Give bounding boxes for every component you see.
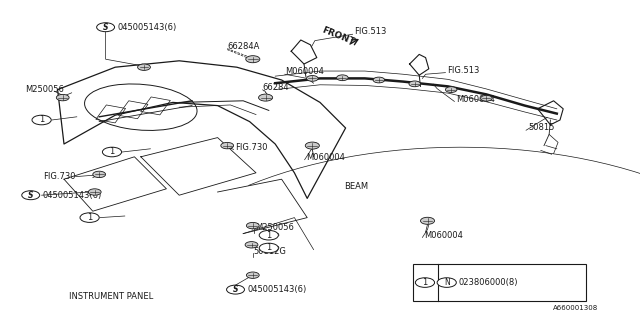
Text: 1: 1 <box>87 213 92 222</box>
Circle shape <box>245 242 258 248</box>
Text: 66284A: 66284A <box>227 42 260 51</box>
Circle shape <box>337 75 348 81</box>
Text: FRONT: FRONT <box>320 25 355 46</box>
Circle shape <box>307 76 318 81</box>
Circle shape <box>138 64 150 70</box>
Circle shape <box>102 147 122 157</box>
Text: S: S <box>233 285 238 294</box>
Circle shape <box>445 87 457 92</box>
Circle shape <box>221 142 234 149</box>
Circle shape <box>32 115 51 125</box>
Circle shape <box>22 191 40 200</box>
Text: 1: 1 <box>422 278 428 287</box>
Circle shape <box>88 189 101 195</box>
Bar <box>118 101 148 119</box>
Circle shape <box>246 272 259 278</box>
Circle shape <box>227 285 244 294</box>
Text: 50815: 50815 <box>528 124 554 132</box>
Circle shape <box>437 278 456 287</box>
Text: 66284: 66284 <box>262 84 289 92</box>
Text: M060004: M060004 <box>424 231 463 240</box>
Bar <box>141 97 170 115</box>
Circle shape <box>80 213 99 222</box>
Text: M250056: M250056 <box>26 85 65 94</box>
Circle shape <box>420 217 435 224</box>
Text: 045005143(6): 045005143(6) <box>117 23 177 32</box>
Text: FIG.513: FIG.513 <box>447 66 479 75</box>
Text: N: N <box>444 278 449 287</box>
Circle shape <box>409 81 420 87</box>
Text: M060004: M060004 <box>306 153 345 162</box>
Text: A660001308: A660001308 <box>553 305 598 311</box>
Circle shape <box>305 142 319 149</box>
Circle shape <box>481 95 492 101</box>
Text: 023806000(8): 023806000(8) <box>458 278 518 287</box>
Text: 045005143(6): 045005143(6) <box>42 191 102 200</box>
Circle shape <box>259 94 273 101</box>
Bar <box>413 264 586 301</box>
Circle shape <box>415 278 435 287</box>
Circle shape <box>97 23 115 32</box>
Text: BEAM: BEAM <box>344 182 369 191</box>
Text: FIG.730: FIG.730 <box>44 172 76 181</box>
Text: FIG.730: FIG.730 <box>235 143 268 152</box>
Text: S: S <box>28 191 33 200</box>
Circle shape <box>259 230 278 240</box>
Text: 50812G: 50812G <box>253 247 286 256</box>
Text: 1: 1 <box>266 231 271 240</box>
Text: M060004: M060004 <box>456 95 495 104</box>
Circle shape <box>373 77 385 83</box>
Text: M060004: M060004 <box>285 68 324 76</box>
Text: 1: 1 <box>266 244 271 252</box>
Circle shape <box>93 171 106 178</box>
Text: FIG.513: FIG.513 <box>354 28 387 36</box>
Bar <box>96 105 125 123</box>
Circle shape <box>246 222 259 229</box>
Circle shape <box>56 94 69 101</box>
Text: S: S <box>103 23 108 32</box>
Text: INSTRUMENT PANEL: INSTRUMENT PANEL <box>69 292 154 301</box>
Text: 045005143(6): 045005143(6) <box>247 285 307 294</box>
Text: 1: 1 <box>39 116 44 124</box>
Circle shape <box>259 243 278 253</box>
Text: 1: 1 <box>109 148 115 156</box>
Text: M250056: M250056 <box>255 223 294 232</box>
Circle shape <box>246 56 260 63</box>
